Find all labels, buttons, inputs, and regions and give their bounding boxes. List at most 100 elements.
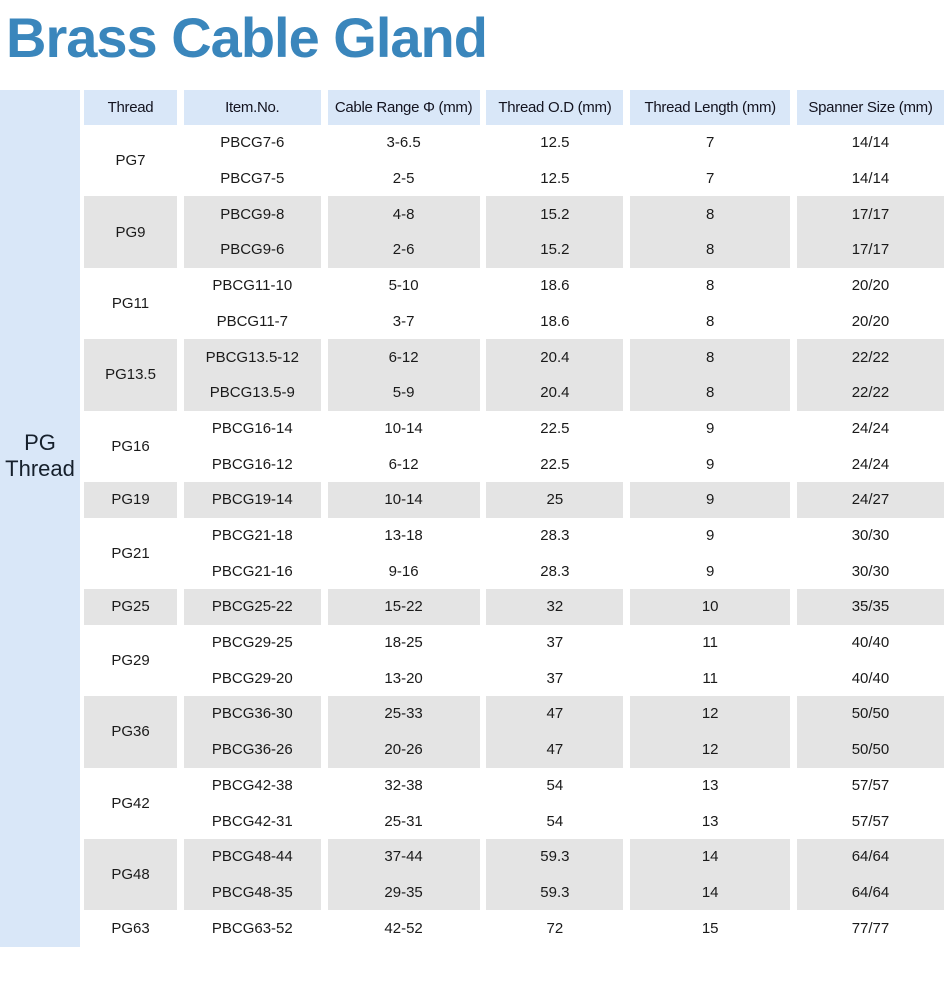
column-block-cable_range: 3-6.5 2-5 xyxy=(327,125,480,197)
cell-spanner_size: 20/20 xyxy=(851,312,890,330)
thread-cell: PG36 xyxy=(84,696,177,768)
cell-cable_range: 25-31 xyxy=(384,812,423,830)
cell-cable_range: 5-10 xyxy=(388,277,419,295)
column-block-spanner_size: 24/27 xyxy=(796,481,944,518)
column-block-item_no: PBCG9-8 PBCG9-6 xyxy=(183,196,321,268)
cell-cable_range: 6-12 xyxy=(388,455,419,473)
thread-group-pg25: PG25 PBCG25-22 15-22 32 10 35/35 xyxy=(84,589,944,625)
cell-thread_length: 8 xyxy=(706,384,715,402)
column-header-1: Item.No. xyxy=(183,90,321,125)
column-block-spanner_size: 20/20 20/20 xyxy=(796,267,944,340)
cell-thread_length: 12 xyxy=(701,741,719,759)
thread-group-pg29: PG29 PBCG29-25 PBCG29-20 18-25 13-20 37 37 11 11… xyxy=(84,624,944,697)
column-block-spanner_size: 50/50 50/50 xyxy=(796,696,944,768)
thread-group-pg36: PG36 PBCG36-30 PBCG36-26 25-33 20-26 47 47 12 12… xyxy=(84,696,944,768)
column-block-cable_range: 4-8 2-6 xyxy=(327,196,480,268)
cell-cable_range: 29-35 xyxy=(384,883,423,901)
column-block-cable_range: 5-10 3-7 xyxy=(327,267,480,340)
column-block-item_no: PBCG25-22 xyxy=(183,589,321,625)
cell-thread_length: 15 xyxy=(701,919,719,937)
column-block-cable_range: 18-25 13-20 xyxy=(327,624,480,697)
cell-spanner_size: 14/14 xyxy=(851,134,890,152)
column-block-cable_range: 32-38 25-31 xyxy=(327,767,480,839)
cell-item_no: PBCG13.5-9 xyxy=(209,384,295,402)
cell-thread_length: 8 xyxy=(706,277,715,295)
cell-thread_length: 8 xyxy=(706,241,715,259)
cell-spanner_size: 57/57 xyxy=(851,812,890,830)
column-block-thread_od: 47 47 xyxy=(486,696,624,768)
thread-group-pg7: PG7 PBCG7-6 PBCG7-5 3-6.5 2-5 12.5 12.5 7 7 14/14… xyxy=(84,125,944,197)
column-block-cable_range: 37-44 29-35 xyxy=(327,838,480,911)
column-block-cable_range: 15-22 xyxy=(327,589,480,625)
thread-cell: PG21 xyxy=(84,517,177,590)
column-block-item_no: PBCG63-52 xyxy=(183,910,321,946)
thread-cell: PG25 xyxy=(84,589,177,625)
cell-thread_od: 15.2 xyxy=(540,241,570,259)
cell-spanner_size: 35/35 xyxy=(851,598,890,616)
thread-group-pg42: PG42 PBCG42-38 PBCG42-31 32-38 25-31 54 54 13 13… xyxy=(84,767,944,839)
column-header-2: Cable Range Φ (mm) xyxy=(327,90,480,125)
cell-cable_range: 9-16 xyxy=(388,562,419,580)
cell-thread_length: 8 xyxy=(706,348,715,366)
cell-thread_od: 47 xyxy=(546,705,564,723)
cell-item_no: PBCG25-22 xyxy=(211,598,293,616)
column-block-item_no: PBCG7-6 PBCG7-5 xyxy=(183,125,321,197)
cell-item_no: PBCG48-35 xyxy=(211,883,293,901)
column-block-spanner_size: 30/30 30/30 xyxy=(796,517,944,590)
column-block-spanner_size: 35/35 xyxy=(796,589,944,625)
cell-cable_range: 18-25 xyxy=(384,634,423,652)
thread-cell: PG7 xyxy=(84,125,177,197)
column-block-thread_length: 9 xyxy=(630,481,791,518)
cell-thread_length: 11 xyxy=(702,669,718,687)
cell-thread_od: 72 xyxy=(546,919,564,937)
cell-thread_length: 7 xyxy=(706,170,715,188)
column-block-thread_length: 10 xyxy=(630,589,791,625)
column-block-thread_length: 14 14 xyxy=(630,838,791,911)
cell-thread_length: 7 xyxy=(706,134,715,152)
column-header-4: Thread Length (mm) xyxy=(630,90,791,125)
column-block-item_no: PBCG19-14 xyxy=(183,481,321,518)
cell-spanner_size: 77/77 xyxy=(851,919,890,937)
cell-spanner_size: 24/24 xyxy=(851,455,890,473)
cell-cable_range: 3-6.5 xyxy=(386,134,421,152)
cell-item_no: PBCG36-26 xyxy=(211,741,293,759)
column-block-spanner_size: 64/64 64/64 xyxy=(796,838,944,911)
column-block-spanner_size: 57/57 57/57 xyxy=(796,767,944,839)
cell-thread_od: 37 xyxy=(546,634,564,652)
cell-thread_od: 12.5 xyxy=(540,170,570,188)
cell-item_no: PBCG7-5 xyxy=(220,170,285,188)
column-block-spanner_size: 17/17 17/17 xyxy=(796,196,944,268)
table-body: PG7 PBCG7-6 PBCG7-5 3-6.5 2-5 12.5 12.5 7 7 14/14… xyxy=(84,125,944,946)
column-block-item_no: PBCG42-38 PBCG42-31 xyxy=(183,767,321,839)
cell-thread_od: 20.4 xyxy=(540,384,570,402)
cell-item_no: PBCG9-8 xyxy=(220,205,285,223)
cell-thread_od: 32 xyxy=(546,598,564,616)
column-block-thread_od: 12.5 12.5 xyxy=(486,125,624,197)
cell-thread_od: 20.4 xyxy=(540,348,570,366)
column-block-thread_length: 11 11 xyxy=(630,624,791,697)
thread-cell: PG42 xyxy=(84,767,177,839)
cell-cable_range: 5-9 xyxy=(392,384,415,402)
cell-cable_range: 13-18 xyxy=(384,526,423,544)
cell-thread_length: 14 xyxy=(701,883,719,901)
column-block-thread_od: 72 xyxy=(486,910,624,946)
cell-thread_od: 22.5 xyxy=(540,419,570,437)
cell-thread_od: 54 xyxy=(546,776,564,794)
thread-group-pg21: PG21 PBCG21-18 PBCG21-16 13-18 9-16 28.3 28.3 9… xyxy=(84,517,944,590)
cell-thread_length: 9 xyxy=(706,526,715,544)
thread-group-pg63: PG63 PBCG63-52 42-52 72 15 77/77 xyxy=(84,910,944,946)
cell-spanner_size: 64/64 xyxy=(851,848,890,866)
cell-cable_range: 25-33 xyxy=(384,705,423,723)
column-block-item_no: PBCG16-14 PBCG16-12 xyxy=(183,410,321,482)
cell-thread_od: 28.3 xyxy=(540,526,570,544)
column-block-thread_od: 28.3 28.3 xyxy=(486,517,624,590)
cell-thread_length: 13 xyxy=(701,812,719,830)
column-block-item_no: PBCG13.5-12 PBCG13.5-9 xyxy=(183,339,321,411)
thread-cell: PG9 xyxy=(84,196,177,268)
cell-thread_od: 15.2 xyxy=(540,205,570,223)
cell-spanner_size: 17/17 xyxy=(851,241,890,259)
